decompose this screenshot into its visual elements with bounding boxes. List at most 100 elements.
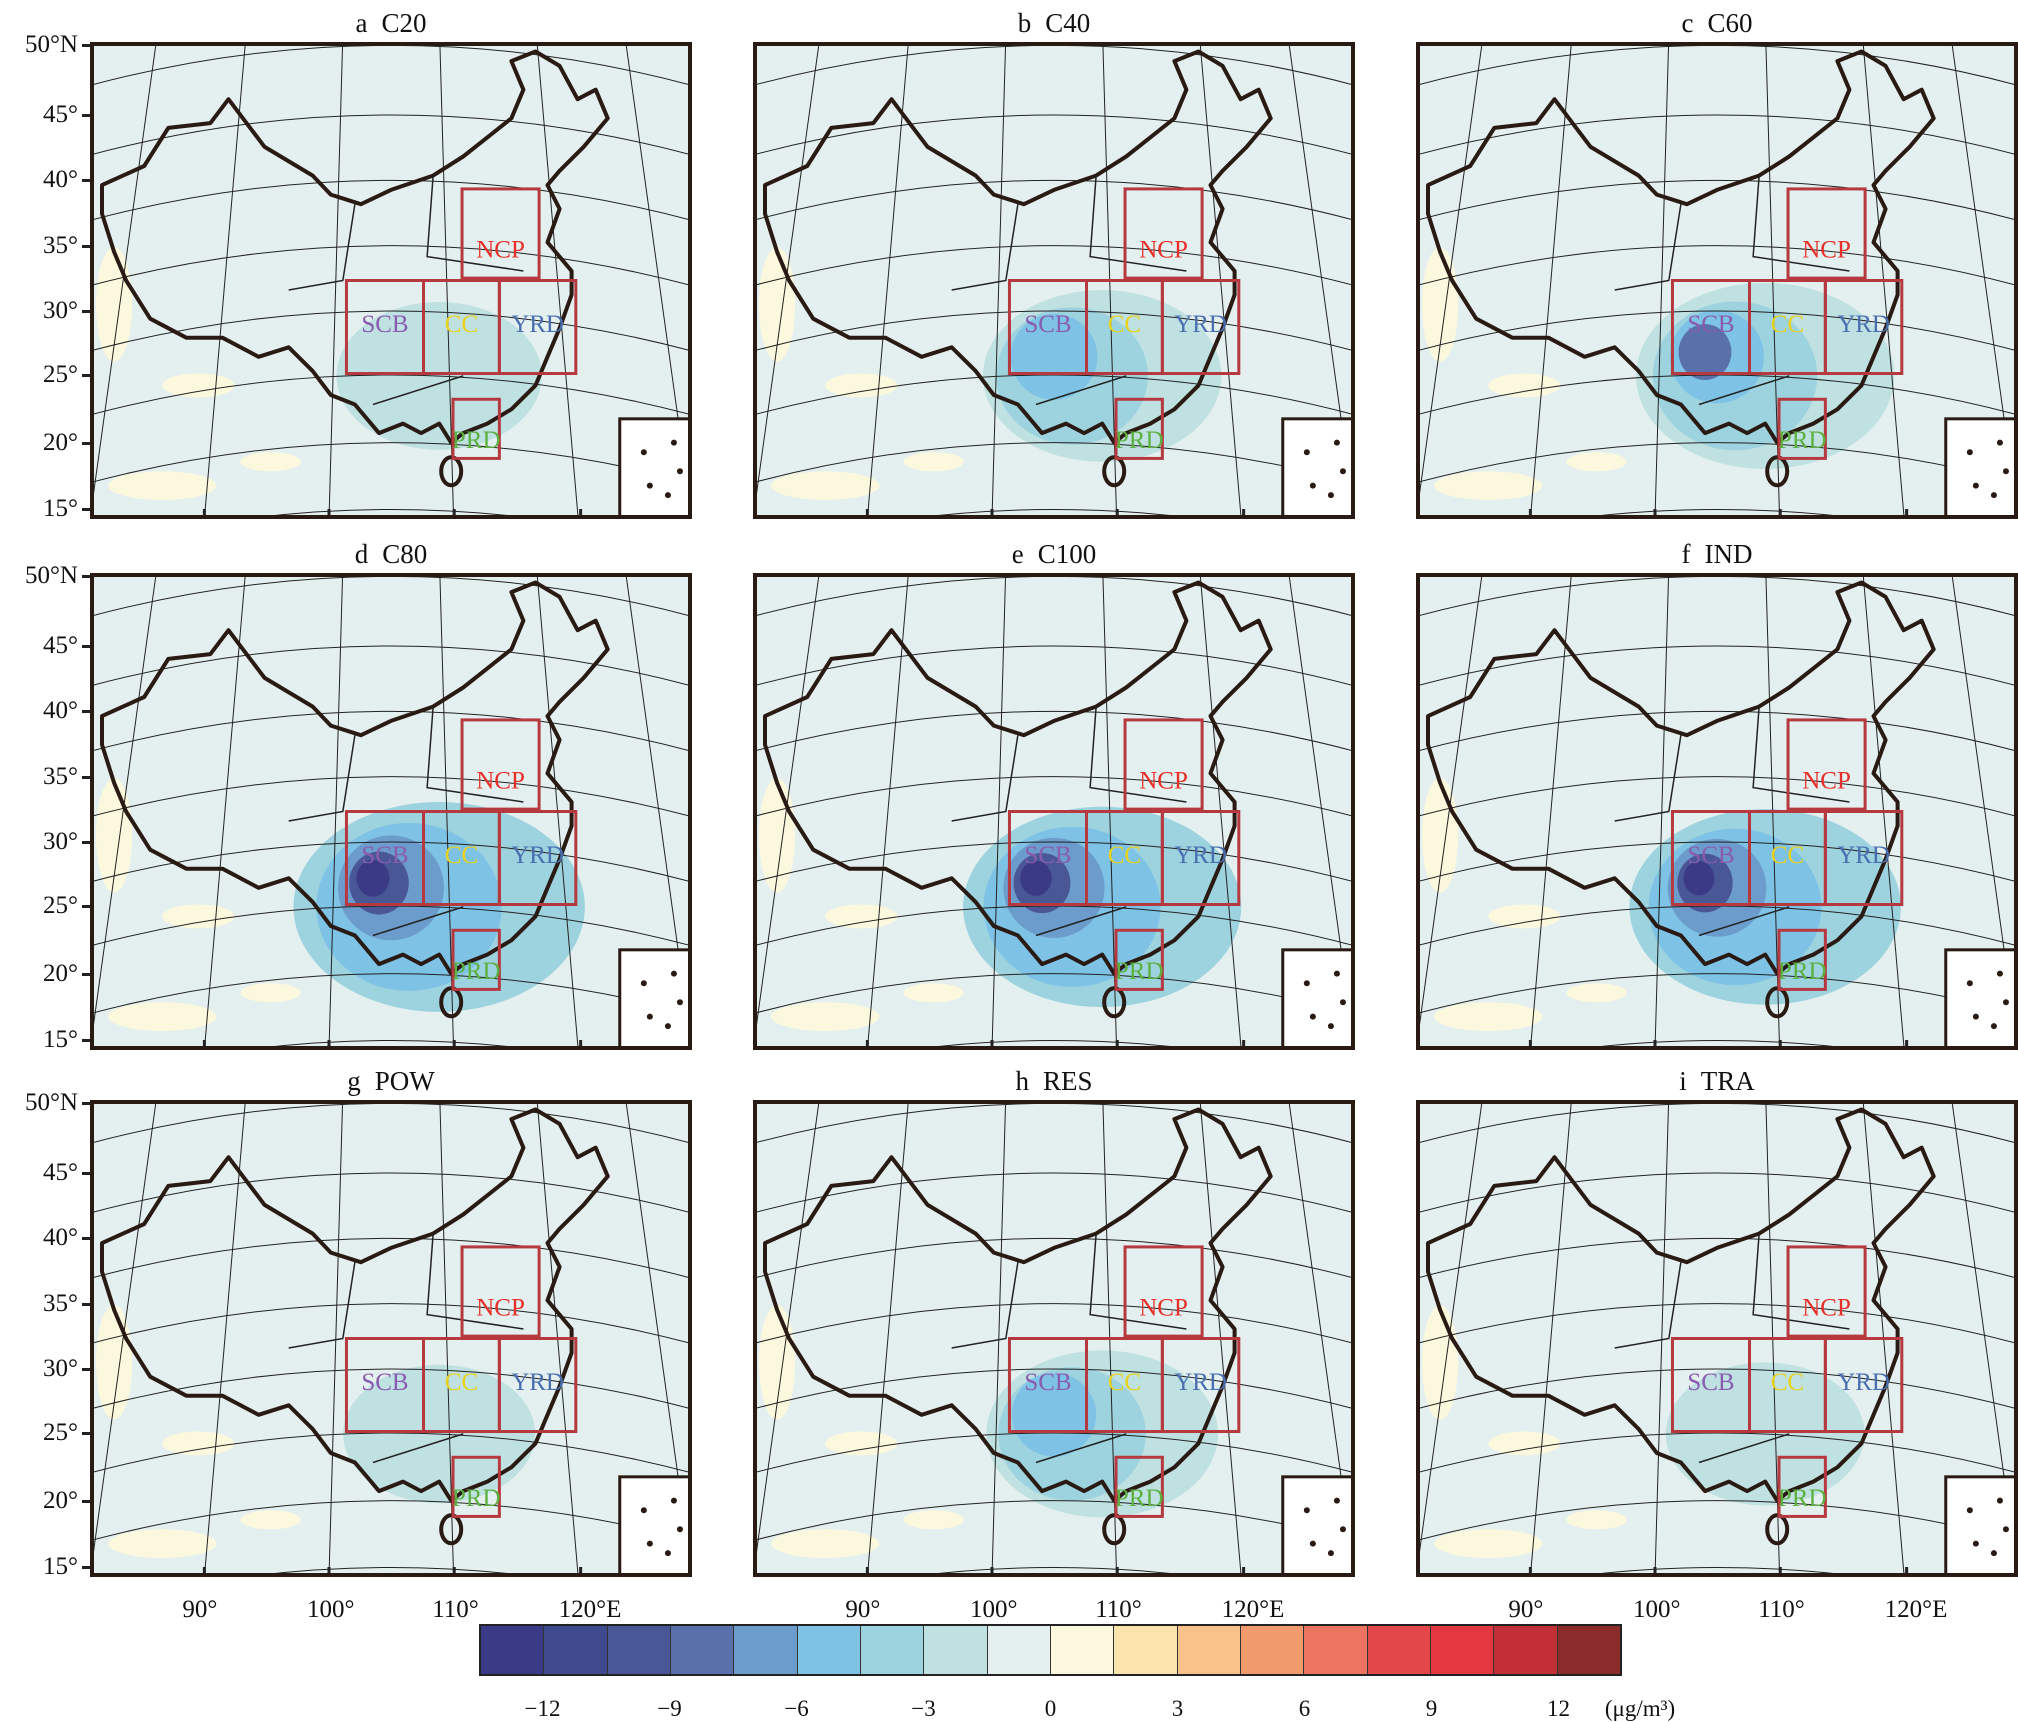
hainan-island [1102,1513,1127,1546]
meridian-line [991,573,1007,1050]
lat-tick [82,1431,90,1435]
map-panel-f: f IND NCP SCB CC YRD PRD [1416,539,2018,1050]
lat-tick-label: 15° [43,495,78,523]
map-svg: NCP SCB CC YRD PRD [1416,42,2018,519]
lon-tick-label: 90° [845,1596,881,1623]
colorbar-cell [607,1626,671,1674]
region-box-cc: CC [422,279,501,376]
parallel-line [753,973,1355,1015]
lat-tick [82,1566,90,1570]
colorbar-cell [1304,1626,1368,1674]
map-content: NCP SCB CC YRD PRD [1416,42,2018,519]
region-label: YRD [1174,1369,1227,1396]
colorbar-cell [481,1626,545,1674]
lat-tick [82,904,90,908]
south-china-sea-inset [618,948,692,1050]
parallel-line [1416,1303,2018,1345]
parallel-line [753,1500,1355,1542]
positive-anomaly-patch [903,983,964,1003]
region-label: PRD [452,427,501,454]
meridian-line [328,573,344,1050]
map-frame [90,573,692,1050]
panel-letter: b [1017,8,1032,38]
lat-tick [82,575,90,579]
colorbar-tick-label: −12 [524,1696,561,1721]
map-frame [90,1100,692,1577]
province-borders [288,706,524,937]
region-label: YRD [511,1369,564,1396]
lat-tick-label: 50°N [24,31,78,59]
south-china-sea-inset [618,1475,692,1577]
parallel-line [903,1040,1205,1050]
parallel-line [90,776,692,818]
region-box-ncp: NCP [460,1245,541,1338]
region-label: CC [1108,842,1141,869]
meridian-line [991,1100,1007,1577]
positive-anomaly-patch [771,1529,880,1558]
country-border [763,49,1273,445]
region-label: YRD [1174,311,1227,338]
region-label: NCP [1139,236,1188,263]
province-borders [951,706,1187,937]
south-china-sea-inset [1281,417,1355,519]
positive-anomaly-patch [108,1529,217,1558]
panel-scenario: TRA [1700,1066,1755,1096]
region-label: PRD [1778,958,1827,985]
colorbar-cell [860,1626,925,1674]
negative-anomaly-contour [1683,861,1715,896]
positive-anomaly-patch [1488,373,1561,398]
parallel-line [1566,1040,1868,1050]
province-borders [288,1233,524,1464]
region-label: PRD [1115,1485,1164,1512]
negative-anomaly-contour [1678,324,1732,380]
country-border [1426,49,1936,445]
parallel-line [240,1040,542,1050]
region-label: SCB [1024,311,1071,338]
hainan-island [439,986,464,1019]
meridian-line [1654,573,1670,1050]
parallel-line [90,645,692,687]
positive-anomaly-patch [240,1510,301,1530]
colorbar-tick-label: 0 [1044,1696,1057,1721]
map-panel-g: g POW NCP SCB CC YRD PRD [90,1066,692,1577]
region-label: CC [1108,311,1141,338]
region-box-yrd: YRD [1160,810,1241,907]
map-svg: NCP SCB CC YRD PRD [753,573,1355,1050]
colorbar-tick-label: −9 [657,1696,682,1721]
region-box-prd: PRD [1777,1455,1827,1518]
map-svg: NCP SCB CC YRD PRD [753,1100,1355,1577]
colorbar-cell [1050,1626,1115,1674]
panel-title: i TRA [1416,1066,2018,1097]
lat-tick-label: 40° [43,1224,78,1252]
region-label: CC [1771,842,1804,869]
map-panel-i: i TRA NCP SCB CC YRD PRD [1416,1066,2018,1577]
parallel-line [1416,114,2018,156]
lat-tick [82,441,90,445]
region-label: PRD [1778,1485,1827,1512]
region-box-prd: PRD [451,1455,501,1518]
parallel-line [753,1172,1355,1214]
region-label: PRD [1115,958,1164,985]
lon-tick-label: 120°E [1221,1596,1285,1623]
map-svg: NCP SCB CC YRD PRD [1416,1100,2018,1577]
province-borders [1614,706,1850,937]
colorbar-tick-label: 12 [1547,1696,1570,1721]
colorbar-cell [1240,1626,1305,1674]
positive-anomaly-patch [1434,1002,1543,1031]
lat-tick-label: 35° [43,762,78,790]
negative-anomaly-contour [356,859,390,897]
lat-tick [82,1499,90,1503]
lat-tick-label: 35° [43,1289,78,1317]
lat-tick-label: 45° [43,1158,78,1186]
parallel-line [1416,776,2018,818]
region-label: SCB [1687,1369,1734,1396]
region-label: SCB [1024,842,1071,869]
parallel-line [753,179,1355,221]
region-label: YRD [511,842,564,869]
parallel-line [240,1567,542,1577]
colorbar-unit: (μg/m³) [1604,1696,1676,1721]
province-borders [288,175,524,406]
region-label: NCP [1139,767,1188,794]
lat-tick-label: 20° [43,428,78,456]
negative-anomaly-contour [1010,313,1098,400]
